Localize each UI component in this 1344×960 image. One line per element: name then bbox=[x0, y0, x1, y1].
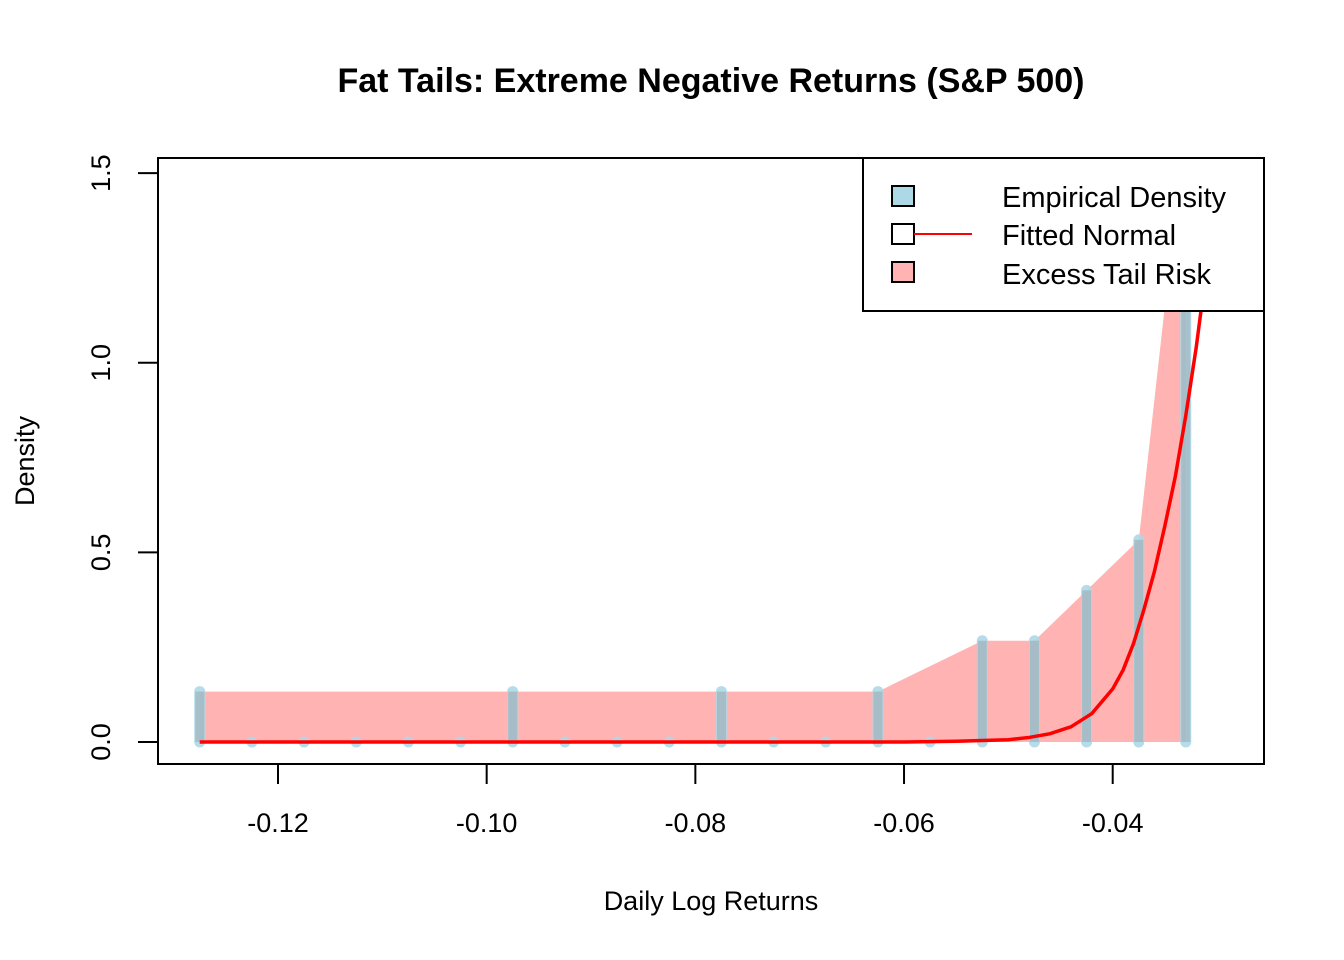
fitted-normal-line-layer bbox=[199, 218, 1214, 744]
legend-label-empirical: Empirical Density bbox=[1002, 182, 1226, 214]
legend-swatch-empirical bbox=[891, 185, 915, 207]
y-axis-label: Density bbox=[10, 415, 40, 506]
y-axis: 0.0 0.5 1.0 1.5 bbox=[86, 154, 159, 761]
fitted-normal-line bbox=[199, 218, 1214, 744]
x-tick-label: -0.06 bbox=[873, 808, 935, 838]
y-tick-label: 1.0 bbox=[86, 344, 116, 382]
legend-label-fitted: Fitted Normal bbox=[1002, 220, 1176, 252]
empirical-density-spikes bbox=[194, 300, 1192, 748]
chart-title: Fat Tails: Extreme Negative Returns (S&P… bbox=[337, 62, 1084, 100]
legend-item-fitted-normal: Fitted Normal bbox=[891, 220, 1176, 252]
plot-area bbox=[194, 218, 1214, 748]
legend: Empirical Density Fitted Normal Excess T… bbox=[862, 157, 1265, 312]
x-axis: -0.12 -0.10 -0.08 -0.06 -0.04 bbox=[247, 763, 1144, 838]
y-tick-label: 0.0 bbox=[86, 723, 116, 761]
x-tick-label: -0.04 bbox=[1082, 808, 1144, 838]
y-tick-label: 1.5 bbox=[86, 154, 116, 192]
x-tick-label: -0.08 bbox=[665, 808, 727, 838]
legend-item-excess-tail: Excess Tail Risk bbox=[891, 259, 1211, 291]
x-tick-label: -0.12 bbox=[247, 808, 309, 838]
y-tick-label: 0.5 bbox=[86, 534, 116, 572]
x-axis-label: Daily Log Returns bbox=[604, 886, 819, 916]
legend-swatch-excess bbox=[891, 261, 915, 283]
legend-item-empirical-density: Empirical Density bbox=[891, 182, 1226, 214]
legend-label-excess: Excess Tail Risk bbox=[1002, 259, 1211, 291]
x-tick-label: -0.10 bbox=[456, 808, 518, 838]
legend-swatch-fitted bbox=[891, 223, 915, 245]
